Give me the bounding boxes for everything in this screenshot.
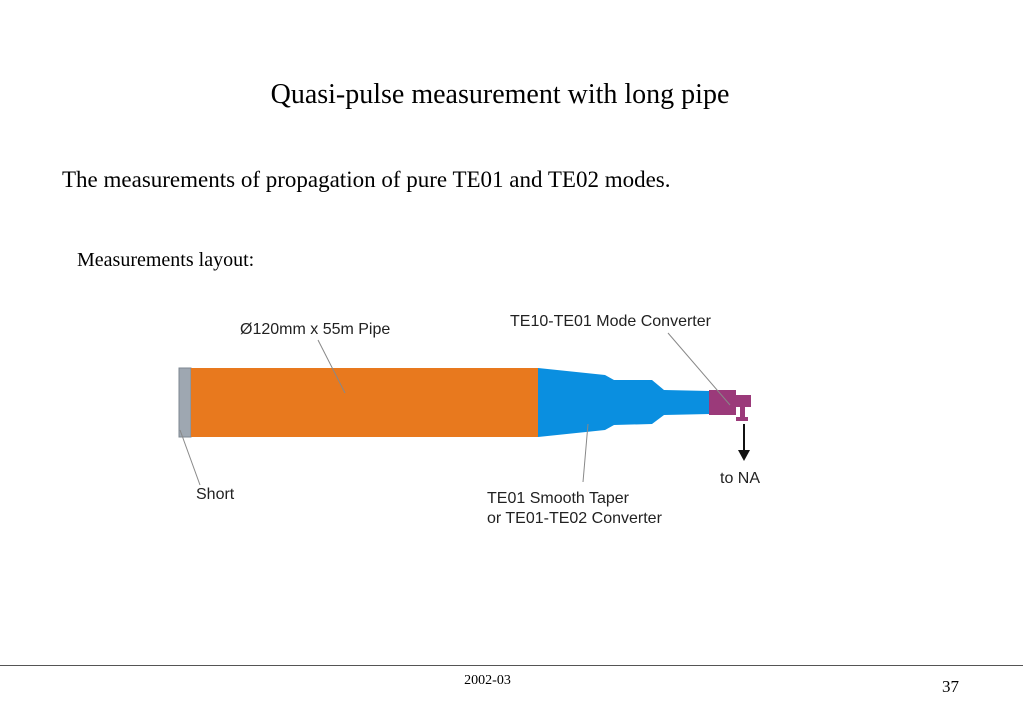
long-pipe	[191, 368, 538, 437]
measurement-layout-diagram: Ø120mm x 55m Pipe TE10-TE01 Mode Convert…	[178, 313, 760, 527]
mode-converter	[709, 390, 751, 421]
mode-converter-label: TE10-TE01 Mode Converter	[510, 313, 712, 330]
to-na-label: to NA	[720, 470, 760, 487]
footer-divider	[0, 665, 1023, 666]
slide-title: Quasi-pulse measurement with long pipe	[270, 79, 730, 110]
taper-leader-line	[582, 423, 589, 483]
footer-date: 2002-03	[464, 673, 511, 688]
layout-subheading: Measurements layout:	[77, 249, 255, 271]
mode-converter-leader-line	[667, 332, 731, 406]
taper-label-line2: or TE01-TE02 Converter	[487, 510, 663, 527]
pipe-label: Ø120mm x 55m Pipe	[240, 321, 390, 338]
page-number: 37	[942, 677, 959, 696]
taper-label-line1: TE01 Smooth Taper	[487, 490, 630, 507]
intro-text: The measurements of propagation of pure …	[62, 167, 671, 192]
pipe-leader-line	[317, 339, 346, 394]
short-label: Short	[196, 486, 235, 503]
to-na-arrow-head	[738, 450, 750, 461]
smooth-taper	[538, 368, 710, 437]
short-cap	[178, 367, 192, 438]
short-leader-line	[179, 429, 201, 486]
